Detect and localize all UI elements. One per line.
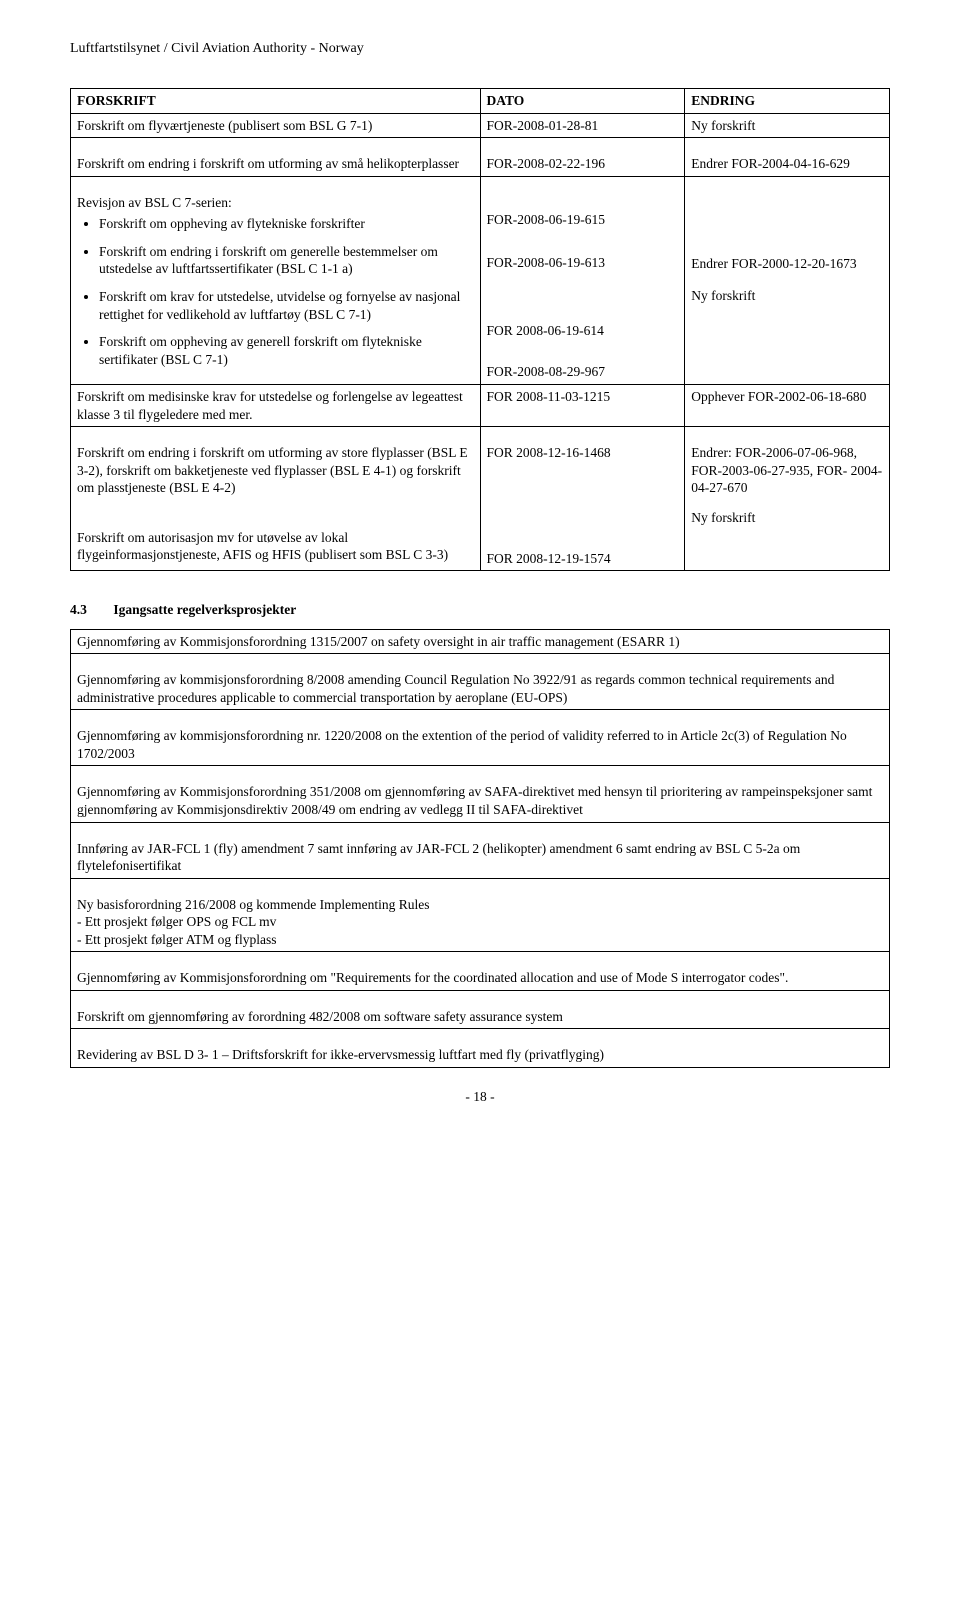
- text: Endrer FOR-2004-04-16-629: [691, 156, 850, 171]
- text: FOR-2008-02-22-196: [487, 156, 606, 171]
- text: Gjennomføring av kommisjonsforordning nr…: [77, 728, 847, 761]
- col-dato-header: DATO: [480, 89, 685, 114]
- table-row: Forskrift om medisinske krav for utstede…: [71, 385, 890, 427]
- table-row: Gjennomføring av kommisjonsforordning 8/…: [71, 654, 890, 710]
- text: Ny forskrift: [691, 287, 883, 305]
- cell-endring: Endrer FOR-2004-04-16-629: [685, 138, 890, 177]
- cell-forskrift: Forskrift om flyværtjeneste (publisert s…: [71, 113, 481, 138]
- revision-intro: Revisjon av BSL C 7-serien:: [77, 194, 474, 212]
- text: FOR 2008-12-19-1574: [487, 550, 679, 568]
- text: Forskrift om autorisasjon mv for utøvels…: [77, 529, 474, 564]
- page-number: - 18 -: [70, 1088, 890, 1106]
- list-item: Forskrift om krav for utstedelse, utvide…: [99, 288, 474, 323]
- table-row: Gjennomføring av Kommisjonsforordning om…: [71, 952, 890, 991]
- text: Gjennomføring av kommisjonsforordning 8/…: [77, 672, 834, 705]
- cell-dato: FOR-2008-06-19-615 FOR-2008-06-19-613 FO…: [480, 176, 685, 384]
- table-row: Revidering av BSL D 3- 1 – Driftsforskri…: [71, 1029, 890, 1068]
- cell-dato: FOR-2008-01-28-81: [480, 113, 685, 138]
- table-row: Ny basisforordning 216/2008 og kommende …: [71, 878, 890, 952]
- cell: Gjennomføring av kommisjonsforordning 8/…: [71, 654, 890, 710]
- cell-endring: Endrer: FOR-2006-07-06-968, FOR-2003-06-…: [685, 427, 890, 571]
- projects-table: Gjennomføring av Kommisjonsforordning 13…: [70, 629, 890, 1068]
- text: Forskrift om gjennomføring av forordning…: [77, 1009, 563, 1024]
- cell-dato: FOR 2008-12-16-1468 FOR 2008-12-19-1574: [480, 427, 685, 571]
- table-row: Forskrift om gjennomføring av forordning…: [71, 990, 890, 1029]
- cell-forskrift: Forskrift om endring i forskrift om utfo…: [71, 138, 481, 177]
- list-item: Forskrift om oppheving av generell forsk…: [99, 333, 474, 368]
- section-heading: 4.3 Igangsatte regelverksprosjekter: [70, 601, 890, 619]
- regulation-table: FORSKRIFT DATO ENDRING Forskrift om flyv…: [70, 88, 890, 571]
- table-row: Gjennomføring av Kommisjonsforordning 13…: [71, 629, 890, 654]
- cell: Revidering av BSL D 3- 1 – Driftsforskri…: [71, 1029, 890, 1068]
- cell-endring: Ny forskrift: [685, 113, 890, 138]
- col-endring-header: ENDRING: [685, 89, 890, 114]
- cell: Gjennomføring av kommisjonsforordning nr…: [71, 710, 890, 766]
- table-row: Gjennomføring av kommisjonsforordning nr…: [71, 710, 890, 766]
- page-header: Luftfartstilsynet / Civil Aviation Autho…: [70, 40, 890, 58]
- cell: Gjennomføring av Kommisjonsforordning 35…: [71, 766, 890, 822]
- cell-forskrift: Revisjon av BSL C 7-serien: Forskrift om…: [71, 176, 481, 384]
- list-item: Forskrift om endring i forskrift om gene…: [99, 243, 474, 278]
- cell-dato: FOR-2008-02-22-196: [480, 138, 685, 177]
- text: FOR-2008-06-19-613: [487, 254, 679, 272]
- list-item: Forskrift om oppheving av flytekniske fo…: [99, 215, 474, 233]
- table-row: Gjennomføring av Kommisjonsforordning 35…: [71, 766, 890, 822]
- text: Revidering av BSL D 3- 1 – Driftsforskri…: [77, 1047, 604, 1062]
- text: FOR-2008-06-19-615: [487, 211, 679, 229]
- text: FOR-2008-08-29-967: [487, 363, 679, 381]
- text: Endrer FOR-2000-12-20-1673: [691, 255, 883, 273]
- text: FOR 2008-12-16-1468: [487, 444, 679, 462]
- text: Gjennomføring av Kommisjonsforordning 35…: [77, 784, 872, 817]
- text: Innføring av JAR-FCL 1 (fly) amendment 7…: [77, 841, 800, 874]
- cell-endring: Endrer FOR-2000-12-20-1673 Ny forskrift: [685, 176, 890, 384]
- text: Ny basisforordning 216/2008 og kommende …: [77, 897, 429, 947]
- cell: Gjennomføring av Kommisjonsforordning om…: [71, 952, 890, 991]
- cell: Forskrift om gjennomføring av forordning…: [71, 990, 890, 1029]
- cell: Gjennomføring av Kommisjonsforordning 13…: [71, 629, 890, 654]
- cell-dato: FOR 2008-11-03-1215: [480, 385, 685, 427]
- text: Ny forskrift: [691, 509, 883, 527]
- table-row: Innføring av JAR-FCL 1 (fly) amendment 7…: [71, 822, 890, 878]
- cell: Ny basisforordning 216/2008 og kommende …: [71, 878, 890, 952]
- text: FOR 2008-06-19-614: [487, 322, 679, 340]
- table-row: Forskrift om endring i forskrift om utfo…: [71, 427, 890, 571]
- section-number: 4.3: [70, 601, 110, 619]
- text: Gjennomføring av Kommisjonsforordning om…: [77, 970, 788, 985]
- table-row: Revisjon av BSL C 7-serien: Forskrift om…: [71, 176, 890, 384]
- text: Endrer: FOR-2006-07-06-968, FOR-2003-06-…: [691, 444, 883, 497]
- cell: Innføring av JAR-FCL 1 (fly) amendment 7…: [71, 822, 890, 878]
- cell-endring: Opphever FOR-2002-06-18-680: [685, 385, 890, 427]
- col-forskrift-header: FORSKRIFT: [71, 89, 481, 114]
- section-title: Igangsatte regelverksprosjekter: [113, 602, 296, 617]
- table-row: Forskrift om flyværtjeneste (publisert s…: [71, 113, 890, 138]
- text: Forskrift om endring i forskrift om utfo…: [77, 444, 474, 497]
- cell-forskrift: Forskrift om medisinske krav for utstede…: [71, 385, 481, 427]
- cell-forskrift: Forskrift om endring i forskrift om utfo…: [71, 427, 481, 571]
- text: Forskrift om endring i forskrift om utfo…: [77, 156, 459, 171]
- table-header-row: FORSKRIFT DATO ENDRING: [71, 89, 890, 114]
- table-row: Forskrift om endring i forskrift om utfo…: [71, 138, 890, 177]
